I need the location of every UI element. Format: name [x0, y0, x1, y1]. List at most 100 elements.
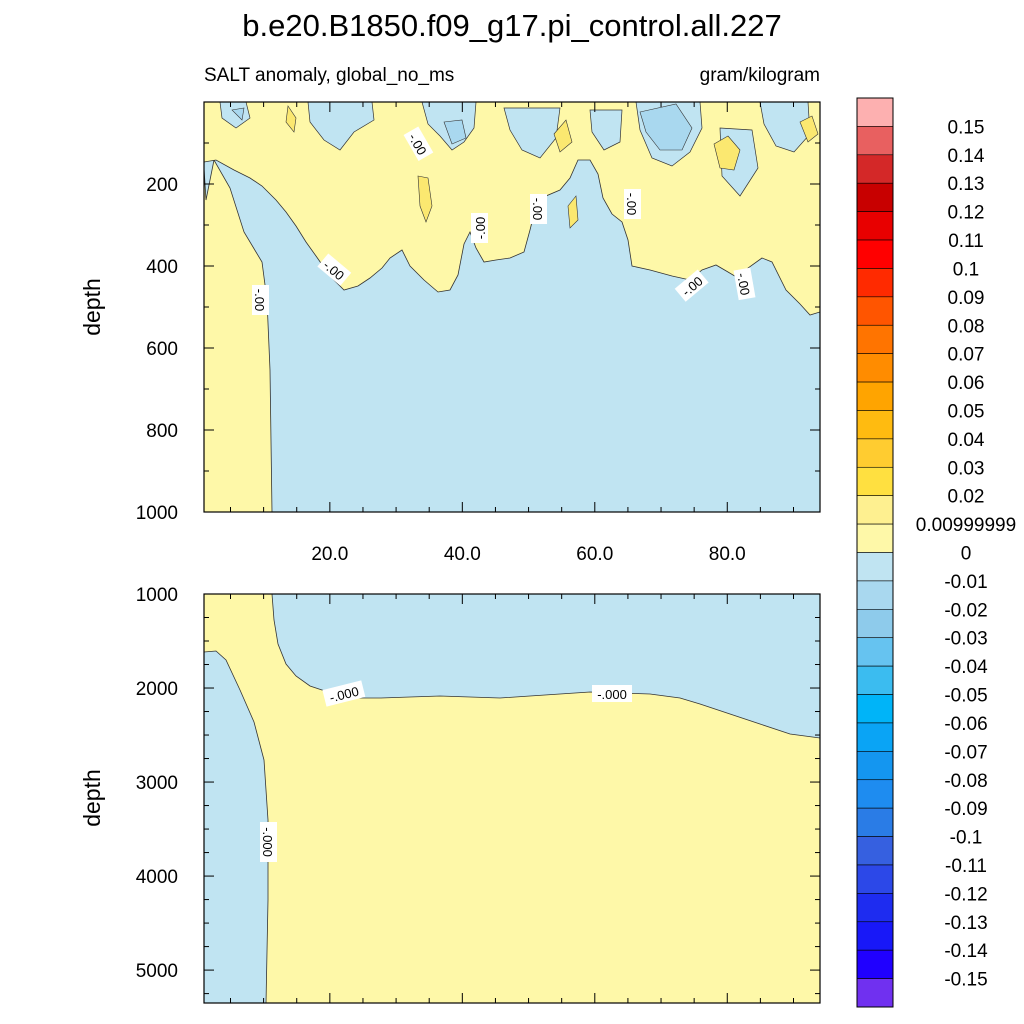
colorbar-label: -0.01 — [944, 572, 987, 593]
colorbar-label: 0.11 — [948, 231, 984, 252]
colorbar-swatch — [856, 97, 894, 127]
colorbar-label: -0.05 — [944, 686, 987, 707]
x-tick-label: 20.0 — [311, 544, 348, 565]
colorbar-label: 0.06 — [948, 373, 985, 394]
colorbar-label: 0.12 — [948, 203, 985, 224]
colorbar-swatch — [856, 211, 894, 241]
colorbar-label: 0.09 — [948, 288, 985, 309]
colorbar-swatch — [856, 807, 894, 837]
y-tick-label: 200 — [146, 175, 178, 196]
contour-label-bg — [624, 189, 641, 219]
colorbar-swatch — [856, 665, 894, 695]
colorbar-swatch — [856, 466, 894, 496]
colorbar-label: 0.14 — [948, 146, 985, 167]
upper-panel: -.00-.00-.00-.00-.00 -.00-.00 -.0020040060… — [79, 101, 821, 565]
region-negative-blob — [307, 102, 375, 151]
colorbar-swatch — [856, 921, 894, 951]
colorbar-swatch — [856, 893, 894, 923]
x-tick-label: 40.0 — [444, 544, 481, 565]
colorbar-label: -0.15 — [944, 970, 987, 991]
lower-frame — [203, 593, 821, 1004]
colorbar-label: -0.14 — [944, 941, 988, 962]
region-positive-strong — [713, 135, 741, 171]
colorbar-swatch — [856, 637, 894, 667]
contour-label-text: -.000 — [328, 684, 360, 706]
colorbar-label: 0.13 — [948, 174, 985, 195]
colorbar-swatch — [856, 126, 894, 156]
y-tick-label: 800 — [146, 421, 178, 442]
region-upper-negative — [271, 594, 820, 739]
subtitle-left: SALT anomaly, global_no_ms — [204, 65, 454, 86]
colorbar: 0.15 0.14 0.13 0.12 0.11 0.1 0.09 0.08 0.07 0.06 0… — [856, 97, 1016, 1008]
colorbar-swatch — [856, 609, 894, 639]
colorbar-swatch — [856, 694, 894, 724]
y-tick-label: 400 — [146, 257, 178, 278]
region-negative-strong — [443, 119, 467, 145]
region-positive-strong — [553, 119, 573, 153]
y-tick-label: 4000 — [136, 867, 178, 888]
region-negative-strong — [639, 103, 693, 151]
colorbar-swatch — [856, 410, 894, 440]
y-tick-label: 3000 — [136, 773, 178, 794]
colorbar-label: -0.09 — [944, 799, 987, 820]
colorbar-label: -0.03 — [944, 629, 987, 650]
region-negative-strong — [231, 107, 245, 121]
colorbar-label: 0.07 — [948, 345, 985, 366]
lower-panel: -.000 -.000 -.000 1000 2000 3000 4000 5000 depth — [79, 585, 821, 1004]
contour-label-bg — [260, 822, 277, 862]
colorbar-label: -0.07 — [944, 742, 987, 763]
colorbar-label: -0.1 — [950, 828, 983, 849]
contour-label-text: -.000 — [260, 827, 275, 857]
contour-label: -.00 — [471, 213, 488, 243]
colorbar-swatch — [856, 523, 894, 553]
region-positive-strong — [567, 195, 579, 229]
colorbar-swatch — [856, 949, 894, 979]
colorbar-swatch — [856, 438, 894, 468]
y-tick-label: 1000 — [136, 503, 178, 524]
contour-label-bg — [322, 680, 366, 707]
colorbar-frame — [856, 97, 894, 1008]
colorbar-swatch — [856, 239, 894, 269]
colorbar-label: -0.13 — [944, 913, 987, 934]
colorbar-swatch — [856, 864, 894, 894]
y-tick-label: 600 — [146, 339, 178, 360]
colorbar-label: -0.02 — [944, 600, 987, 621]
contour-label-bg — [403, 126, 434, 161]
contour-label-bg — [317, 253, 352, 286]
contour-label: -.00 — [624, 189, 641, 219]
contour-label-bg — [592, 685, 632, 702]
contour-label-text: -.00 — [473, 217, 488, 239]
y-axis-label: depth — [79, 278, 105, 336]
colorbar-swatch — [856, 552, 894, 582]
contour-label-text: -.000 — [597, 687, 627, 702]
colorbar-label: 0.08 — [948, 316, 985, 337]
y-axis-label: depth — [79, 769, 105, 827]
colorbar-swatch — [856, 751, 894, 781]
figure-title: b.e20.B1850.f09_g17.pi_control.all.227 — [242, 8, 782, 43]
contour-label-bg — [674, 269, 709, 302]
colorbar-swatch — [856, 182, 894, 212]
colorbar-swatch — [856, 779, 894, 809]
contour-label-text: -.00 — [734, 272, 753, 297]
x-tick-label: 80.0 — [709, 544, 746, 565]
colorbar-swatch — [856, 381, 894, 411]
x-tick-label: 60.0 — [576, 544, 613, 565]
colorbar-swatch — [856, 324, 894, 354]
contour-label: -.000 — [322, 680, 366, 707]
contour-label-text: -.00 — [252, 289, 267, 311]
region-positive-strong — [799, 115, 819, 143]
contour-label-text: -.00 — [624, 193, 639, 215]
colorbar-swatch — [856, 836, 894, 866]
colorbar-swatch — [856, 268, 894, 298]
subtitle-right: gram/kilogram — [700, 65, 820, 86]
contour-label-text: -.00 — [530, 198, 545, 220]
contour-label-bg — [733, 267, 756, 301]
contour-label: -.00 — [733, 267, 756, 301]
colorbar-label: -0.04 — [944, 657, 988, 678]
colorbar-label: 0.03 — [948, 458, 985, 479]
y-tick-label: 5000 — [136, 961, 178, 982]
colorbar-label: 0.05 — [948, 401, 985, 422]
colorbar-swatch — [856, 154, 894, 184]
region-negative-blob — [503, 107, 561, 159]
